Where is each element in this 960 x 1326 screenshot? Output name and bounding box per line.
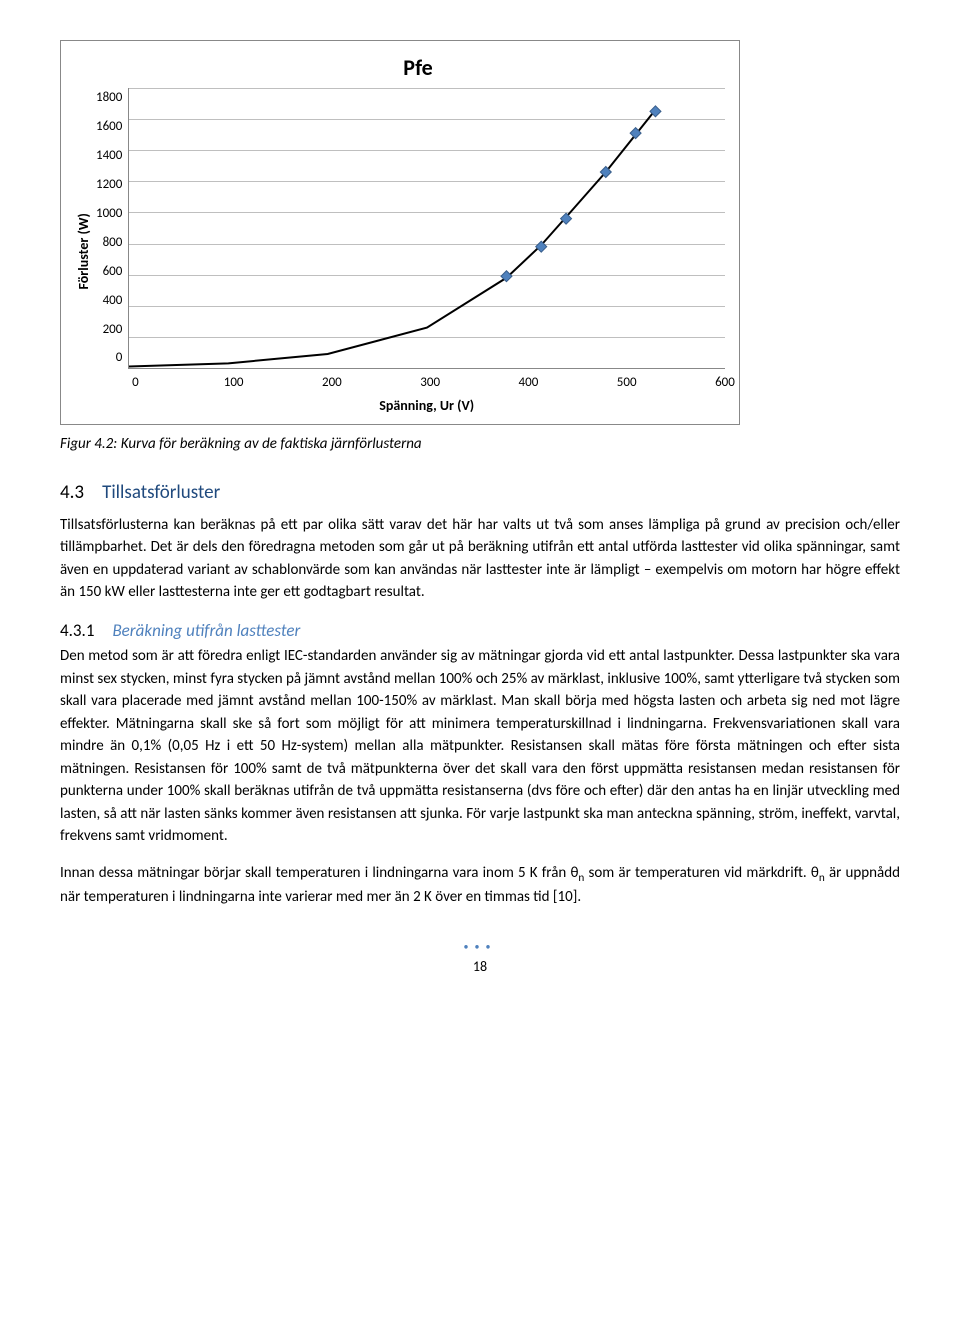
- y-tick: 200: [96, 320, 122, 340]
- x-tick: 400: [513, 373, 543, 393]
- plot-area: [128, 88, 725, 369]
- figure-caption: Figur 4.2: Kurva för beräkning av de fak…: [60, 433, 900, 456]
- y-tick: 800: [96, 233, 122, 253]
- chart-title: Pfe: [71, 51, 725, 84]
- y-tick: 1400: [96, 146, 122, 166]
- chart-container: Pfe Förluster (W) 1800 1600 1400 1200 10…: [60, 40, 740, 425]
- paragraph: Den metod som är att föredra enligt IEC-…: [60, 645, 900, 848]
- paragraph: Innan dessa mätningar börjar skall tempe…: [60, 862, 900, 909]
- x-axis-label: Spänning, Ur (V): [128, 395, 725, 416]
- x-ticks: 0 100 200 300 400 500 600: [128, 373, 725, 393]
- section-number: 4.3: [60, 481, 84, 504]
- section-title: Tillsatsförluster: [102, 481, 220, 504]
- y-tick: 1800: [96, 88, 122, 108]
- y-tick: 1000: [96, 204, 122, 224]
- x-tick: 500: [612, 373, 642, 393]
- y-tick: 400: [96, 291, 122, 311]
- y-tick: 0: [96, 348, 122, 368]
- page-number: 18: [60, 939, 900, 977]
- y-tick: 600: [96, 262, 122, 282]
- y-ticks: 1800 1600 1400 1200 1000 800 600 400 200…: [96, 88, 128, 368]
- y-tick: 1600: [96, 117, 122, 137]
- paragraph: Tillsatsförlusterna kan beräknas på ett …: [60, 514, 900, 604]
- subsection-heading: 4.3.1 Beräkning utifrån lasttester: [60, 618, 900, 644]
- x-tick: 200: [317, 373, 347, 393]
- subsection-number: 4.3.1: [60, 620, 94, 641]
- x-tick: 300: [415, 373, 445, 393]
- x-tick: 600: [710, 373, 740, 393]
- x-tick: 0: [120, 373, 150, 393]
- chart-body: Förluster (W) 1800 1600 1400 1200 1000 8…: [71, 88, 725, 416]
- subsection-title: Beräkning utifrån lasttester: [112, 620, 300, 641]
- section-heading: 4.3 Tillsatsförluster: [60, 479, 900, 508]
- y-tick: 1200: [96, 175, 122, 195]
- x-tick: 100: [219, 373, 249, 393]
- y-axis-label: Förluster (W): [71, 88, 96, 416]
